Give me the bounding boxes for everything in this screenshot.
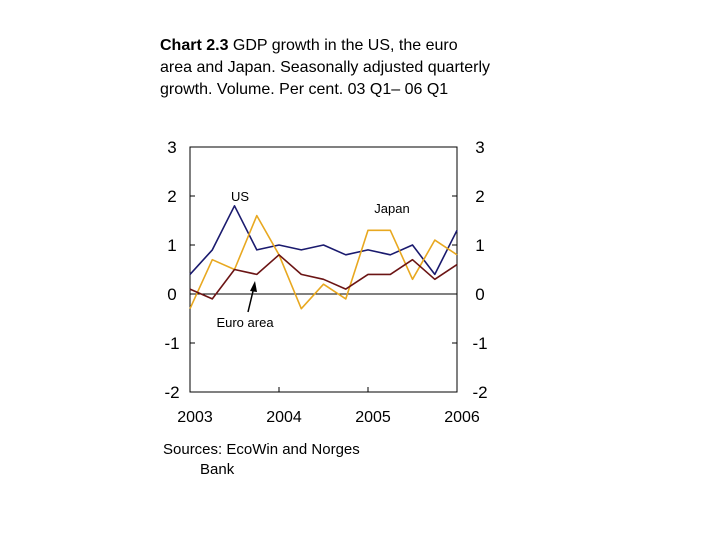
right-axis: 3 2 1 0 -1 -2 bbox=[452, 138, 488, 402]
chart-title-text: GDP growth in the US, the euro area and … bbox=[160, 37, 490, 98]
annotation-arrow-head bbox=[250, 281, 257, 292]
chart-title: Chart 2.3 GDP growth in the US, the euro… bbox=[160, 35, 490, 101]
x-tick-label: 2003 bbox=[177, 409, 213, 426]
series-line-us bbox=[189, 205, 458, 276]
y-tick-label-left: 0 bbox=[167, 285, 176, 304]
series-line-euro-area bbox=[189, 254, 458, 300]
chart-title-label: Chart 2.3 bbox=[160, 37, 229, 54]
annotation-us: US bbox=[231, 189, 249, 204]
annotation-japan: Japan bbox=[374, 201, 409, 216]
x-axis: 2003 2004 2005 2006 bbox=[177, 387, 480, 426]
x-tick-label: 2006 bbox=[444, 409, 480, 426]
x-tick-label: 2004 bbox=[266, 409, 302, 426]
source-note: Sources: EcoWin and Norges Bank bbox=[163, 440, 423, 480]
annotations: US Japan Euro area bbox=[216, 189, 409, 330]
y-tick-label-left: -2 bbox=[164, 383, 179, 402]
y-tick-label-right: -2 bbox=[472, 383, 487, 402]
y-tick-label-left: 1 bbox=[167, 236, 176, 255]
y-tick-label-right: 1 bbox=[475, 236, 484, 255]
annotation-euro-area: Euro area bbox=[216, 315, 274, 330]
y-tick-label-left: -1 bbox=[164, 334, 179, 353]
y-tick-label-right: 2 bbox=[475, 187, 484, 206]
source-line-2: Bank bbox=[200, 461, 235, 478]
y-tick-label-right: 3 bbox=[475, 138, 484, 157]
x-tick-label: 2005 bbox=[355, 409, 391, 426]
series-group bbox=[189, 205, 458, 310]
source-line-1: Sources: EcoWin and Norges bbox=[163, 441, 360, 458]
series-line-japan bbox=[189, 214, 458, 310]
y-tick-label-left: 3 bbox=[167, 138, 176, 157]
y-tick-label-right: -1 bbox=[472, 334, 487, 353]
left-axis: 3 2 1 0 -1 -2 bbox=[164, 138, 195, 402]
y-tick-label-left: 2 bbox=[167, 187, 176, 206]
plot-frame bbox=[189, 146, 458, 393]
y-tick-label-right: 0 bbox=[475, 285, 484, 304]
